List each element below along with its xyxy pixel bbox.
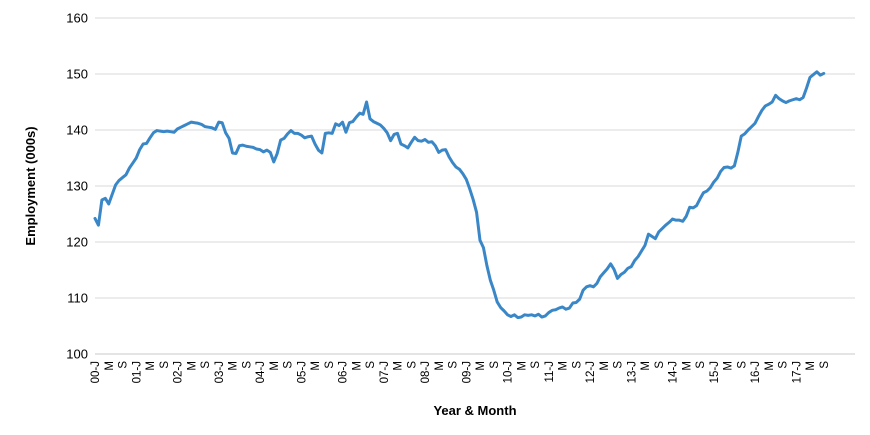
- y-tick-label: 160: [66, 11, 88, 26]
- y-tick-label: 140: [66, 123, 88, 138]
- y-tick-label: 150: [66, 67, 88, 82]
- x-tick-label: S: [530, 361, 542, 369]
- x-tick-label: 07-J: [379, 361, 391, 383]
- x-tick-label: 08-J: [420, 361, 432, 383]
- x-tick-label: S: [241, 361, 253, 369]
- x-tick-label: 06-J: [338, 361, 350, 383]
- x-tick-label: 16-J: [750, 361, 762, 383]
- x-tick-label: 03-J: [214, 361, 226, 383]
- x-tick-label: M: [434, 361, 446, 371]
- x-tick-label: M: [599, 361, 611, 371]
- y-axis-ticks: 100 110 120 130 140 150 160: [66, 11, 88, 362]
- x-tick-label: 09-J: [461, 361, 473, 383]
- x-tick-label: S: [200, 361, 212, 369]
- x-tick-label: S: [571, 361, 583, 369]
- y-tick-label: 100: [66, 347, 88, 362]
- x-tick-label: M: [269, 361, 281, 371]
- x-tick-label: 17-J: [791, 361, 803, 383]
- series-line: [93, 70, 826, 320]
- x-axis-title: Year & Month: [433, 403, 516, 418]
- x-tick-label: M: [640, 361, 652, 371]
- x-tick-label: S: [448, 361, 460, 369]
- x-tick-label: M: [186, 361, 198, 371]
- x-tick-label: 14-J: [668, 361, 680, 383]
- x-tick-label: S: [324, 361, 336, 369]
- x-tick-label: 10-J: [503, 361, 515, 383]
- x-tick-label: 02-J: [173, 361, 185, 383]
- x-tick-label: 11-J: [544, 361, 556, 383]
- x-tick-label: 12-J: [585, 361, 597, 383]
- x-tick-label: M: [104, 361, 116, 371]
- y-tick-label: 110: [67, 291, 88, 306]
- x-tick-label: M: [228, 361, 240, 371]
- x-tick-label: S: [406, 361, 418, 369]
- x-tick-label: 04-J: [255, 361, 267, 383]
- x-tick-label: 00-J: [90, 361, 102, 383]
- x-tick-label: M: [723, 361, 735, 371]
- x-tick-label: M: [393, 361, 405, 371]
- y-axis-title: Employment (000s): [23, 126, 38, 245]
- x-tick-label: S: [736, 361, 748, 369]
- x-tick-label: S: [613, 361, 625, 369]
- x-tick-label: M: [805, 361, 817, 371]
- x-tick-label: M: [516, 361, 528, 371]
- x-tick-label: S: [695, 361, 707, 369]
- x-tick-label: M: [475, 361, 487, 371]
- x-axis-ticks: 00-J M S 01-J M S 02-J M S 03-J M S 04-J M S 05-J M S 06-J…: [90, 361, 831, 384]
- x-tick-label: 05-J: [296, 361, 308, 383]
- x-tick-label: 15-J: [709, 361, 721, 383]
- x-tick-label: 13-J: [626, 361, 638, 383]
- x-tick-label: M: [310, 361, 322, 371]
- x-tick-label: S: [654, 361, 666, 369]
- x-tick-label: M: [681, 361, 693, 371]
- x-tick-label: M: [145, 361, 157, 371]
- x-tick-label: S: [778, 361, 790, 369]
- x-tick-label: S: [118, 361, 130, 369]
- x-tick-label: S: [159, 361, 171, 369]
- x-tick-label: 01-J: [131, 361, 143, 383]
- gridlines: [95, 17, 855, 299]
- series-layer: [93, 70, 826, 320]
- x-tick-label: S: [819, 361, 831, 369]
- x-tick-label: S: [283, 361, 295, 369]
- y-tick-label: 120: [66, 235, 88, 250]
- x-tick-label: S: [489, 361, 501, 369]
- x-tick-label: M: [764, 361, 776, 371]
- x-tick-label: M: [558, 361, 570, 371]
- x-tick-label: S: [365, 361, 377, 369]
- x-tick-label: M: [351, 361, 363, 371]
- y-tick-label: 130: [66, 179, 88, 194]
